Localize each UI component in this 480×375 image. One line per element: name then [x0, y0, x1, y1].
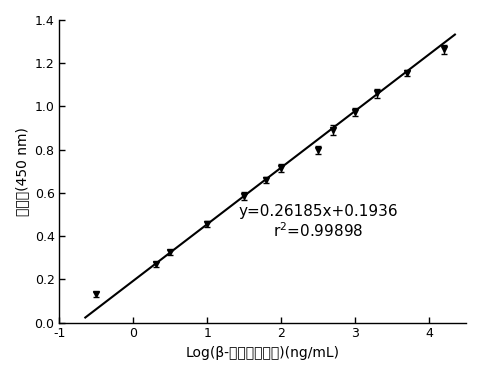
- Text: y=0.26185x+0.1936
r$^2$=0.99898: y=0.26185x+0.1936 r$^2$=0.99898: [238, 204, 397, 240]
- X-axis label: Log(β-乳球蛋白浓度)(ng/mL): Log(β-乳球蛋白浓度)(ng/mL): [185, 346, 339, 360]
- Y-axis label: 吸光値(450 nm): 吸光値(450 nm): [15, 127, 29, 216]
